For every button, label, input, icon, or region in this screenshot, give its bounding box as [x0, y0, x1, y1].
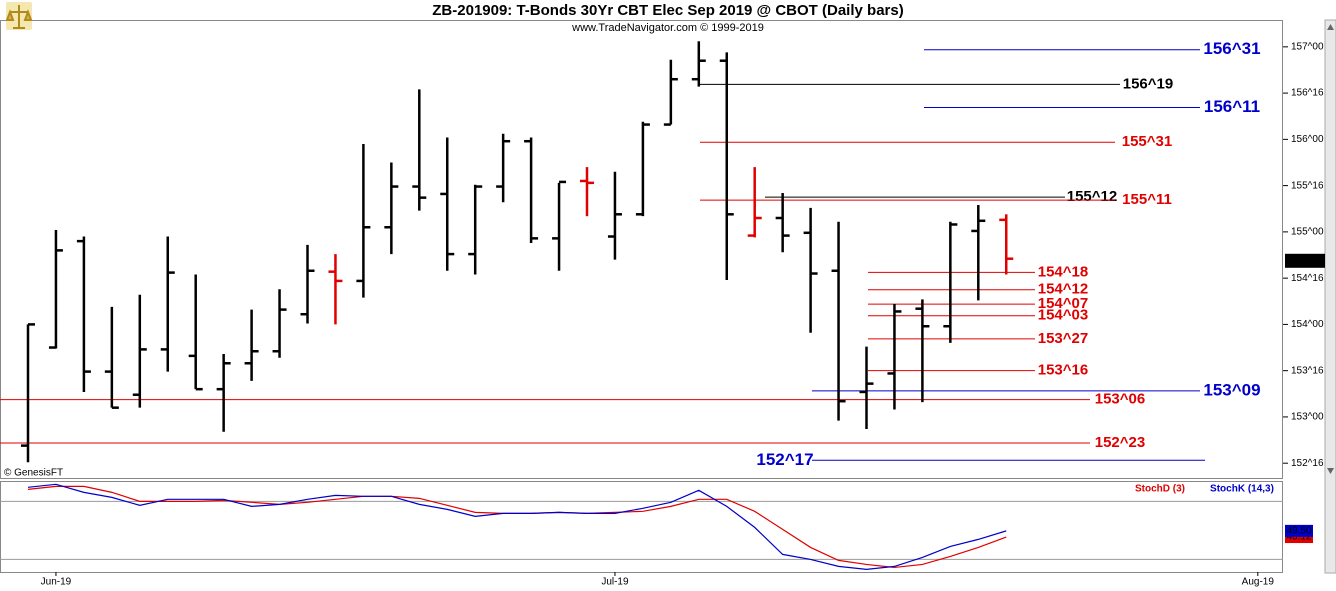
level-label: 155^12: [1067, 188, 1117, 205]
stoch-last-box: [1285, 524, 1313, 537]
ohlc-bar: [775, 193, 790, 253]
ohlc-bar: [831, 221, 846, 421]
scroll-down-arrow[interactable]: [1327, 468, 1334, 474]
last-price-box: [1285, 253, 1325, 268]
level-label: 154^03: [1038, 307, 1088, 324]
source-label: © GenesisFT: [4, 468, 63, 479]
level-label: 156^19: [1123, 75, 1173, 92]
ohlc-bar: [76, 236, 91, 392]
level-label: 153^09: [1203, 380, 1260, 399]
logo: [5, 2, 33, 30]
ohlc-bar: [971, 205, 986, 301]
ohlc-bar: [552, 180, 567, 271]
x-tick-label: Jul-19: [601, 577, 629, 588]
level-label: 153^16: [1038, 362, 1088, 379]
ohlc-bar: [468, 184, 483, 275]
y-tick-label: 157^00: [1291, 41, 1324, 52]
y-tick-label: 155^16: [1291, 180, 1324, 191]
chart-title: ZB-201909: T-Bonds 30Yr CBT Elec Sep 201…: [432, 2, 903, 19]
ohlc-bar: [915, 299, 930, 403]
ohlc-bar: [21, 323, 35, 463]
ohlc-bar: [943, 221, 958, 343]
level-label: 152^23: [1095, 434, 1145, 451]
level-label: 153^06: [1095, 391, 1145, 408]
ohlc-bar: [635, 121, 650, 217]
ohlc-bar: [663, 59, 678, 126]
level-label: 152^17: [756, 450, 813, 469]
ohlc-bar: [412, 89, 427, 211]
stoch-line: [27, 483, 1007, 570]
x-tick-label: Jun-19: [41, 577, 72, 588]
y-tick-label: 152^16: [1291, 458, 1324, 469]
ohlc-bar: [216, 354, 231, 432]
ohlc-bar: [188, 274, 203, 391]
level-label: 153^27: [1038, 330, 1088, 347]
ohlc-bar: [104, 306, 119, 409]
scroll-up-arrow[interactable]: [1327, 24, 1334, 30]
price-panel-frame: [0, 20, 1283, 479]
ohlc-bar: [132, 294, 147, 408]
ohlc-bar: [440, 137, 455, 271]
x-tick-label: Aug-19: [1242, 577, 1275, 588]
ohlc-bar: [580, 167, 594, 217]
level-label: 154^18: [1038, 263, 1088, 280]
level-label: 156^31: [1203, 39, 1260, 58]
level-label: 154^07: [1038, 295, 1088, 312]
ohlc-bar: [160, 236, 175, 372]
ohlc-bar: [999, 214, 1014, 275]
y-tick-label: 156^16: [1291, 88, 1324, 99]
ohlc-bar: [747, 167, 762, 238]
ohlc-bar: [272, 289, 287, 358]
level-label: 155^31: [1122, 133, 1172, 150]
stoch-panel-frame: [0, 481, 1283, 573]
ohlc-bar: [607, 171, 622, 260]
ohlc-bar: [719, 52, 734, 280]
ohlc-bar: [356, 143, 371, 298]
y-tick-label: 155^00: [1291, 227, 1324, 238]
last-price-label: 154^22: [1289, 255, 1322, 266]
scrollbar[interactable]: [1324, 19, 1336, 574]
ohlc-bar: [803, 207, 818, 333]
ohlc-bar: [48, 230, 63, 349]
y-tick-label: 156^00: [1291, 134, 1324, 145]
y-tick-label: 153^00: [1291, 412, 1324, 423]
ohlc-bar: [524, 137, 539, 243]
stoch-last-label: 49.50: [1286, 526, 1311, 537]
ohlc-bar: [859, 346, 874, 429]
level-label: 155^11: [1122, 191, 1172, 208]
stoch-last-label: 43.12: [1286, 532, 1311, 543]
ohlc-bar: [384, 162, 399, 255]
ohlc-bar: [691, 41, 706, 87]
y-tick-label: 154^00: [1291, 319, 1324, 330]
ohlc-bar: [300, 244, 315, 324]
ohlc-bar: [887, 304, 902, 410]
y-tick-label: 153^16: [1291, 365, 1324, 376]
ohlc-bar: [244, 309, 259, 381]
ohlc-bar: [496, 133, 511, 203]
chart-subtitle: www.TradeNavigator.com © 1999-2019: [571, 22, 764, 34]
legend-label: StochD (3): [1135, 484, 1185, 495]
y-tick-label: 154^16: [1291, 273, 1324, 284]
legend-label: StochK (14,3): [1210, 484, 1274, 495]
level-label: 154^12: [1038, 281, 1088, 298]
level-label: 156^11: [1204, 97, 1260, 116]
ohlc-bar: [328, 254, 343, 325]
